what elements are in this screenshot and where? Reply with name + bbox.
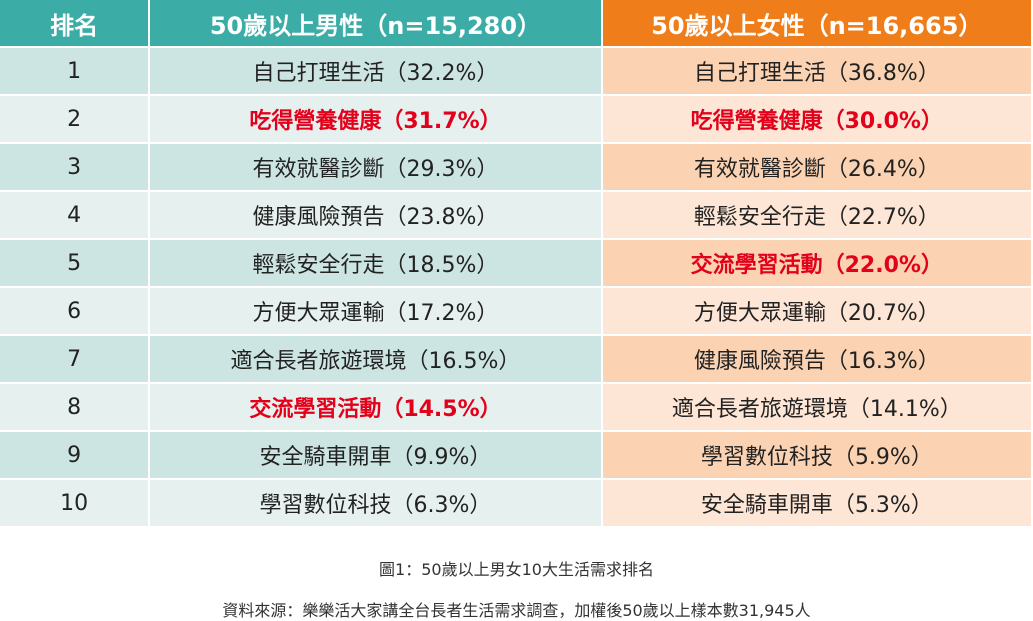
rank-cell: 2 xyxy=(0,95,151,144)
rank-cell: 9 xyxy=(0,431,151,480)
table-row: 5 輕鬆安全行走（18.5%） 交流學習活動（22.0%） xyxy=(0,239,1033,288)
female-cell: 學習數位科技（5.9%） xyxy=(601,431,1033,480)
male-cell: 輕鬆安全行走（18.5%） xyxy=(149,239,603,288)
male-cell: 吃得營養健康（31.7%） xyxy=(149,95,603,144)
header-rank: 排名 xyxy=(0,0,151,48)
male-cell: 有效就醫診斷（29.3%） xyxy=(149,143,603,192)
rank-cell: 4 xyxy=(0,191,151,240)
table-row: 6 方便大眾運輸（17.2%） 方便大眾運輸（20.7%） xyxy=(0,287,1033,336)
male-cell: 健康風險預告（23.8%） xyxy=(149,191,603,240)
female-cell: 安全騎車開車（5.3%） xyxy=(601,479,1033,528)
header-female: 50歲以上女性（n=16,665） xyxy=(601,0,1033,48)
female-cell: 健康風險預告（16.3%） xyxy=(601,335,1033,384)
ranking-table: 排名 50歲以上男性（n=15,280） 50歲以上女性（n=16,665） 1… xyxy=(0,0,1033,528)
female-cell: 吃得營養健康（30.0%） xyxy=(601,95,1033,144)
table-row: 1 自己打理生活（32.2%） 自己打理生活（36.8%） xyxy=(0,47,1033,96)
figure-caption: 圖1：50歲以上男女10大生活需求排名 xyxy=(379,560,654,579)
table-row: 2 吃得營養健康（31.7%） 吃得營養健康（30.0%） xyxy=(0,95,1033,144)
female-cell: 交流學習活動（22.0%） xyxy=(601,239,1033,288)
female-cell: 自己打理生活（36.8%） xyxy=(601,47,1033,96)
header-row: 排名 50歲以上男性（n=15,280） 50歲以上女性（n=16,665） xyxy=(0,0,1033,48)
source-note: 資料來源：樂樂活大家講全台長者生活需求調查，加權後50歲以上樣本數31,945人 xyxy=(222,601,811,620)
header-male: 50歲以上男性（n=15,280） xyxy=(149,0,603,48)
table-row: 7 適合長者旅遊環境（16.5%） 健康風險預告（16.3%） xyxy=(0,335,1033,384)
table-row: 3 有效就醫診斷（29.3%） 有效就醫診斷（26.4%） xyxy=(0,143,1033,192)
female-cell: 有效就醫診斷（26.4%） xyxy=(601,143,1033,192)
rank-cell: 7 xyxy=(0,335,151,384)
male-cell: 學習數位科技（6.3%） xyxy=(149,479,603,528)
table-row: 9 安全騎車開車（9.9%） 學習數位科技（5.9%） xyxy=(0,431,1033,480)
rank-cell: 1 xyxy=(0,47,151,96)
rank-cell: 10 xyxy=(0,479,151,528)
male-cell: 適合長者旅遊環境（16.5%） xyxy=(149,335,603,384)
male-cell: 方便大眾運輸（17.2%） xyxy=(149,287,603,336)
female-cell: 輕鬆安全行走（22.7%） xyxy=(601,191,1033,240)
table-row: 4 健康風險預告（23.8%） 輕鬆安全行走（22.7%） xyxy=(0,191,1033,240)
female-cell: 方便大眾運輸（20.7%） xyxy=(601,287,1033,336)
rank-cell: 3 xyxy=(0,143,151,192)
rank-cell: 5 xyxy=(0,239,151,288)
table-row: 10 學習數位科技（6.3%） 安全騎車開車（5.3%） xyxy=(0,479,1033,528)
male-cell: 安全騎車開車（9.9%） xyxy=(149,431,603,480)
table-body: 1 自己打理生活（32.2%） 自己打理生活（36.8%） 2 吃得營養健康（31.7%… xyxy=(0,47,1033,528)
rank-cell: 8 xyxy=(0,383,151,432)
rank-cell: 6 xyxy=(0,287,151,336)
male-cell: 交流學習活動（14.5%） xyxy=(149,383,603,432)
table-row: 8 交流學習活動（14.5%） 適合長者旅遊環境（14.1%） xyxy=(0,383,1033,432)
female-cell: 適合長者旅遊環境（14.1%） xyxy=(601,383,1033,432)
male-cell: 自己打理生活（32.2%） xyxy=(149,47,603,96)
